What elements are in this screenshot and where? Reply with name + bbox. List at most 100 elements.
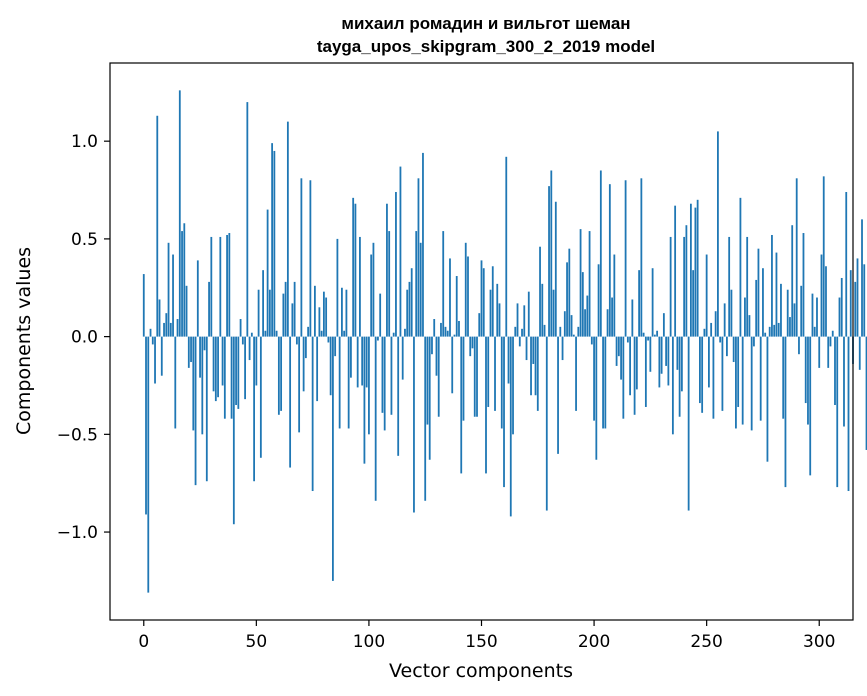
bar <box>446 330 449 337</box>
bar <box>509 336 512 517</box>
bar <box>836 336 839 488</box>
bar <box>381 336 384 413</box>
bar <box>586 295 589 337</box>
bar <box>426 336 429 425</box>
bar <box>658 336 661 388</box>
bar <box>228 233 231 337</box>
bar <box>368 336 370 435</box>
x-tick-label: 150 <box>465 632 497 652</box>
bar <box>325 297 328 337</box>
bar <box>777 322 780 337</box>
bar <box>455 276 458 337</box>
bar <box>802 233 805 337</box>
bar <box>491 266 494 337</box>
bar <box>624 180 627 337</box>
bar <box>365 336 368 388</box>
bar <box>500 336 503 429</box>
bar <box>291 303 294 337</box>
bar <box>651 268 654 337</box>
bar <box>350 336 352 378</box>
bar <box>804 336 807 404</box>
bar <box>302 336 305 392</box>
bar <box>822 176 825 337</box>
bar <box>264 330 267 337</box>
bar <box>298 336 301 433</box>
bar <box>523 305 526 337</box>
bar <box>239 319 242 337</box>
bar <box>478 313 481 337</box>
bar <box>311 336 314 492</box>
bar <box>156 115 159 337</box>
bar <box>219 236 222 337</box>
bar <box>212 336 215 392</box>
bar <box>626 336 629 343</box>
bar <box>825 266 827 337</box>
bar <box>818 336 821 368</box>
bar <box>840 277 843 337</box>
bar <box>568 248 571 337</box>
bar <box>595 336 598 460</box>
bar <box>653 334 656 337</box>
x-tick-label: 300 <box>803 632 835 652</box>
bar <box>503 336 505 488</box>
bar <box>467 256 469 337</box>
bar <box>667 336 670 386</box>
bar <box>343 330 346 337</box>
bar <box>496 283 499 337</box>
bar <box>723 303 726 337</box>
y-axis-ticks: −1.0 −0.5 0.0 0.5 1.0 <box>57 132 110 543</box>
bar <box>730 289 733 337</box>
bar <box>669 236 672 337</box>
bar <box>329 336 332 396</box>
bar <box>196 260 199 337</box>
bar <box>246 102 249 337</box>
bar <box>431 336 433 355</box>
bar <box>762 268 764 337</box>
bar <box>392 332 395 337</box>
y-tick-label: 0.5 <box>71 230 98 250</box>
bar <box>739 197 742 337</box>
bar <box>685 225 688 337</box>
bar <box>829 336 832 347</box>
bar <box>374 336 377 501</box>
bar <box>482 268 485 337</box>
bar <box>845 191 848 337</box>
bar <box>638 270 641 337</box>
bar <box>791 225 794 337</box>
bar <box>712 336 715 419</box>
bar <box>237 336 240 409</box>
bar <box>424 336 427 501</box>
bar <box>748 315 751 337</box>
bar <box>545 336 548 511</box>
bar <box>169 322 172 337</box>
bar <box>370 254 373 337</box>
bar <box>660 336 663 374</box>
bar <box>458 320 460 337</box>
bar <box>316 336 319 402</box>
bar <box>300 178 303 337</box>
bar <box>735 336 737 429</box>
bar <box>694 207 697 337</box>
bar <box>847 336 850 492</box>
bar <box>437 336 440 417</box>
bar <box>230 336 233 419</box>
bar <box>708 336 710 388</box>
bar <box>397 336 400 456</box>
bar <box>579 229 582 337</box>
bar <box>208 281 210 337</box>
bar <box>590 336 593 345</box>
bar <box>629 336 631 396</box>
bar <box>759 336 762 421</box>
bar <box>388 231 391 337</box>
bar <box>640 178 643 337</box>
bar <box>273 150 276 337</box>
bar <box>338 336 341 429</box>
bar <box>608 184 611 337</box>
bar <box>773 324 776 337</box>
bar <box>190 336 192 363</box>
bar <box>176 319 179 337</box>
bar <box>158 299 161 337</box>
bar <box>451 336 454 394</box>
axes-frame <box>109 62 854 621</box>
bar <box>232 336 235 525</box>
